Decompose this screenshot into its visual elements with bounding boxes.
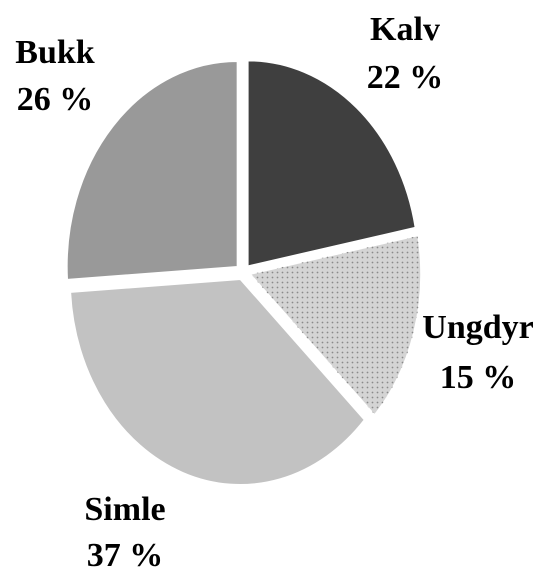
slice-label: Simle [84,491,165,528]
pie-slice [66,61,238,280]
slice-label: Ungdyr [422,309,533,346]
slice-value-label: 37 % [87,537,164,573]
slice-value-label: 15 % [440,359,517,396]
pie-slice [70,279,365,486]
slice-label: Bukk [15,34,94,71]
slice-label: Kalv [370,11,440,48]
slice-value-label: 22 % [367,59,444,96]
slice-value-label: 26 % [17,81,94,118]
pie-slice [247,60,416,267]
